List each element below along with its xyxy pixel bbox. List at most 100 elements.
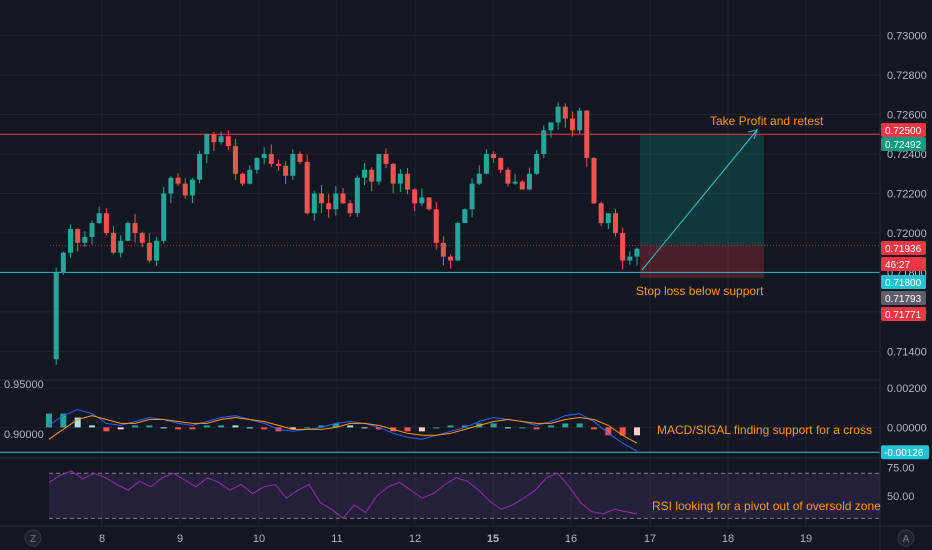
macd-badge <box>881 445 929 460</box>
candle-body <box>462 209 468 224</box>
macd-left-tick: 0.95000 <box>4 379 44 391</box>
candle-body <box>555 106 561 123</box>
y-tick-label: 0.72400 <box>887 149 927 161</box>
candle-body <box>634 248 640 257</box>
macd-histogram-bar <box>490 423 497 428</box>
candle-body <box>584 110 590 158</box>
annotation-take-profit: Take Profit and retest <box>710 114 824 128</box>
candle-body <box>318 193 324 204</box>
price-badge-label: 0.71936 <box>885 244 922 255</box>
candle-body <box>240 173 246 184</box>
macd-left-tick: 0.90000 <box>4 429 44 441</box>
price-badge-label: 0.71800 <box>885 278 922 289</box>
candle-body <box>275 163 281 166</box>
candle-body <box>82 236 88 243</box>
candle-body <box>175 177 181 184</box>
price-badge-label: 0.72500 <box>885 126 922 137</box>
candle-body <box>591 157 597 204</box>
price-badge <box>881 241 926 255</box>
x-tick-label: 17 <box>644 533 656 545</box>
y-tick-label: 0.73000 <box>887 31 927 43</box>
candle-body <box>139 232 145 243</box>
candle-body <box>405 173 411 190</box>
macd-histogram-bar <box>232 425 239 428</box>
candle-body <box>541 130 547 155</box>
y-tick-label: 0.72200 <box>887 188 927 200</box>
macd-histogram-bar <box>146 425 153 428</box>
candle-body <box>118 240 124 253</box>
candle-body <box>125 223 131 241</box>
x-tick-label: 9 <box>177 533 183 545</box>
candle-body <box>569 118 575 131</box>
price-badge-label: 0.71771 <box>885 310 922 321</box>
macd-panel <box>0 409 880 453</box>
rsi-line <box>48 470 638 520</box>
price-badge-label: 46:27 <box>885 260 910 271</box>
macd-histogram-bar <box>447 425 454 428</box>
macd-histogram-bar <box>117 427 124 430</box>
candle-body <box>483 154 489 174</box>
candle-body <box>376 154 382 182</box>
candle-body <box>182 183 188 196</box>
macd-histogram-bar <box>318 425 325 428</box>
x-tick-label: 10 <box>253 533 265 545</box>
price-badge <box>881 257 926 271</box>
candle-body <box>204 134 210 155</box>
candle-body <box>225 136 231 147</box>
candle-body <box>53 272 59 360</box>
candle-body <box>620 232 626 261</box>
candle-body <box>340 193 346 204</box>
candle-body <box>333 193 339 210</box>
rsi-panel <box>48 470 880 520</box>
macd-histogram-bar <box>361 427 368 429</box>
x-tick-label: 8 <box>99 533 105 545</box>
target-zone <box>640 134 764 246</box>
candle-body <box>75 228 81 243</box>
macd-histogram-bar <box>103 427 110 432</box>
candle-body <box>469 183 475 210</box>
macd-histogram-bar <box>576 423 583 428</box>
macd-histogram-bar <box>590 427 597 430</box>
x-tick-label: 11 <box>331 533 342 545</box>
corner-button-left[interactable]: Z <box>24 529 42 547</box>
macd-histogram-bar <box>533 427 540 430</box>
candle-body <box>347 203 353 214</box>
candle-body <box>369 169 375 182</box>
macd-histogram-bar <box>404 427 411 432</box>
candle-body <box>440 242 446 257</box>
price-badge-label: 0.72492 <box>885 140 922 151</box>
x-tick-label: 16 <box>565 533 577 545</box>
macd-histogram-bar <box>433 427 440 429</box>
macd-histogram-bar <box>203 425 210 428</box>
macd-histogram-bar <box>418 427 425 432</box>
candle-body <box>326 203 332 210</box>
candle-body <box>412 189 418 204</box>
macd-histogram-bar <box>619 427 626 436</box>
price-badge <box>881 123 926 137</box>
auto-scale-button[interactable]: A <box>897 529 915 547</box>
candle-body <box>390 163 396 184</box>
y-tick-label: 0.72800 <box>887 70 927 82</box>
candle-body <box>491 154 497 158</box>
corner-label-left: Z <box>30 534 36 545</box>
macd-histogram-bar <box>562 423 569 428</box>
target-arrow-head <box>747 129 758 140</box>
macd-histogram-bar <box>304 427 311 429</box>
macd-line <box>48 409 638 452</box>
candle-body <box>519 181 525 190</box>
x-tick-label: 15 <box>487 533 499 545</box>
candle-body <box>261 154 267 158</box>
macd-y-tick: 0.00000 <box>887 422 927 434</box>
rsi-y-tick: 75.00 <box>887 463 915 475</box>
candle-body <box>161 193 167 241</box>
candle-body <box>627 256 633 261</box>
y-tick-label: 0.72000 <box>887 228 927 240</box>
candlesticks <box>53 102 640 365</box>
candle-body <box>218 136 224 143</box>
candle-body <box>96 213 102 224</box>
price-badge <box>881 291 926 305</box>
y-tick-label: 0.72600 <box>887 110 927 122</box>
annotation-macd: MACD/SIGAL finding support for a cross <box>657 423 872 437</box>
macd-histogram-bar <box>332 423 339 428</box>
